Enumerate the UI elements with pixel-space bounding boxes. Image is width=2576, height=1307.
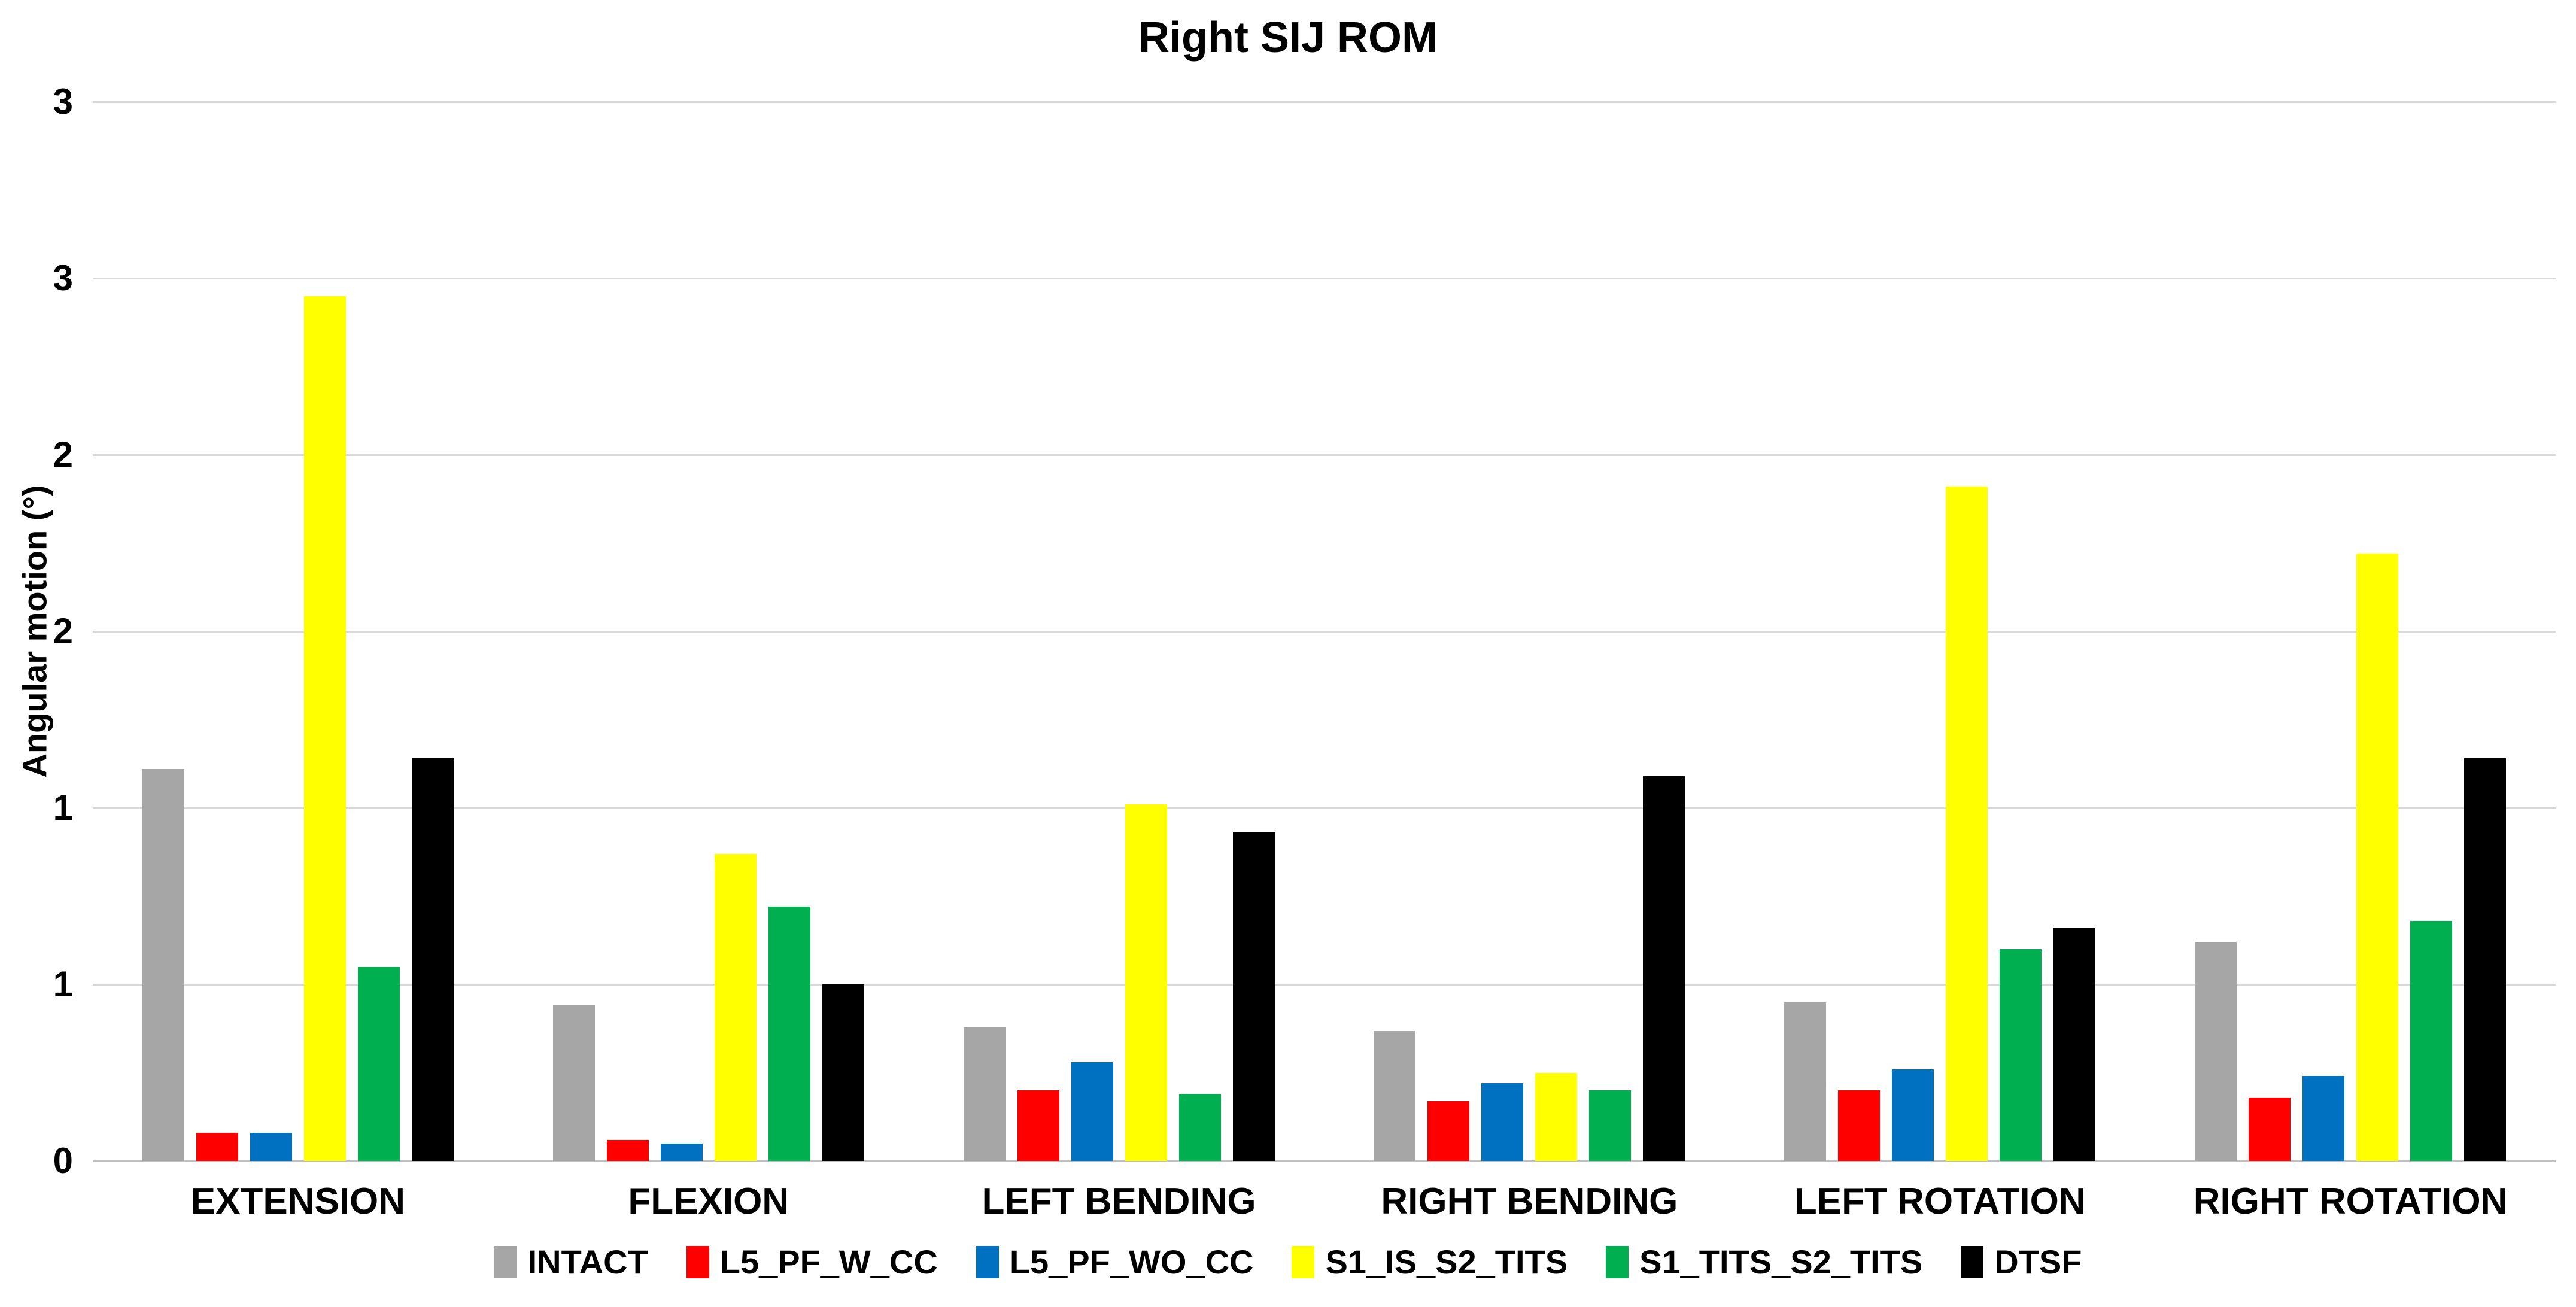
x-axis-label-left-rotation: LEFT ROTATION (1794, 1181, 2086, 1222)
bar-s1-tits-s2-tits-left-bending (1178, 1093, 1221, 1161)
legend-swatch-intact (494, 1245, 517, 1278)
plot-area (93, 101, 2556, 1162)
bar-l5-pf-w-cc-right-bending (1427, 1101, 1470, 1161)
bar-s1-tits-s2-tits-right-bending (1589, 1090, 1632, 1161)
x-axis-line (93, 1160, 2556, 1162)
bar-dtsf-left-rotation (2053, 928, 2096, 1161)
bar-l5-pf-w-cc-extension (196, 1132, 238, 1161)
bar-l5-pf-wo-cc-left-rotation (1892, 1069, 1934, 1161)
gridline (93, 101, 2556, 103)
y-tick-label: 3 (53, 258, 73, 298)
legend: INTACT L5_PF_W_CC L5_PF_WO_CC S1_IS_S2_TITS… (0, 1242, 2576, 1281)
bar-groups (93, 102, 2556, 1161)
legend-swatch-s1-tits-s2-tits (1606, 1245, 1629, 1278)
bar-group-left-rotation (1734, 102, 2145, 1161)
y-axis-tick-labels: 0 1 1 2 2 3 3 (0, 81, 73, 1181)
bar-dtsf-left-bending (1232, 832, 1275, 1161)
bar-intact-right-rotation (2195, 942, 2237, 1161)
chart-title: Right SIJ ROM (1138, 14, 1438, 62)
legend-swatch-dtsf (1961, 1245, 1984, 1278)
bar-intact-extension (142, 769, 184, 1161)
bar-l5-pf-w-cc-flexion (606, 1139, 649, 1161)
bar-group-extension (93, 102, 503, 1161)
bar-s1-is-s2-tits-right-rotation (2356, 554, 2399, 1161)
x-axis-category-labels: EXTENSION FLEXION LEFT BENDING RIGHT BENDIN… (93, 1180, 2556, 1223)
bar-dtsf-extension (411, 758, 454, 1161)
x-axis-label-extension: EXTENSION (190, 1181, 406, 1222)
bar-s1-tits-s2-tits-right-rotation (2410, 920, 2453, 1161)
bar-l5-pf-wo-cc-flexion (660, 1143, 703, 1161)
y-tick-label: 2 (53, 611, 73, 651)
y-tick-label: 2 (53, 434, 73, 475)
legend-label-l5-pf-wo-cc: L5_PF_WO_CC (1009, 1243, 1254, 1281)
y-tick-label: 3 (53, 81, 73, 121)
bar-l5-pf-wo-cc-extension (250, 1132, 292, 1161)
x-axis-label-right-rotation: RIGHT ROTATION (2193, 1181, 2508, 1222)
legend-item-l5-pf-w-cc: L5_PF_W_CC (686, 1242, 938, 1281)
bar-dtsf-right-rotation (2464, 758, 2507, 1161)
bar-l5-pf-wo-cc-right-bending (1481, 1083, 1524, 1161)
bar-intact-left-rotation (1784, 1002, 1827, 1161)
legend-label-s1-is-s2-tits: S1_IS_S2_TITS (1325, 1243, 1568, 1281)
gridline (93, 630, 2556, 633)
bar-s1-tits-s2-tits-extension (357, 966, 400, 1161)
y-tick-label: 1 (53, 964, 73, 1004)
legend-swatch-l5-pf-wo-cc (976, 1245, 999, 1278)
bar-dtsf-right-bending (1643, 776, 1685, 1161)
bar-l5-pf-w-cc-left-bending (1017, 1090, 1059, 1161)
y-tick-label: 1 (53, 788, 73, 828)
bar-s1-is-s2-tits-right-bending (1535, 1072, 1578, 1161)
bar-l5-pf-wo-cc-left-bending (1071, 1062, 1113, 1161)
gridline (93, 807, 2556, 809)
legend-item-l5-pf-wo-cc: L5_PF_WO_CC (976, 1242, 1254, 1281)
bar-dtsf-flexion (822, 984, 864, 1161)
bar-s1-tits-s2-tits-left-rotation (2000, 949, 2042, 1161)
bar-l5-pf-wo-cc-right-rotation (2302, 1076, 2345, 1161)
gridline (93, 454, 2556, 456)
bar-l5-pf-w-cc-left-rotation (1838, 1090, 1881, 1161)
gridline (93, 983, 2556, 986)
bar-group-flexion (503, 102, 914, 1161)
bar-s1-is-s2-tits-extension (303, 296, 346, 1161)
y-tick-label: 0 (53, 1141, 73, 1181)
legend-item-intact: INTACT (494, 1242, 648, 1281)
bar-l5-pf-w-cc-right-rotation (2249, 1097, 2291, 1161)
legend-label-dtsf: DTSF (1994, 1243, 2082, 1281)
x-axis-label-flexion: FLEXION (628, 1181, 789, 1222)
gridline (93, 277, 2556, 279)
x-axis-label-right-bending: RIGHT BENDING (1381, 1181, 1678, 1222)
legend-swatch-l5-pf-w-cc (686, 1245, 709, 1278)
bar-s1-is-s2-tits-left-bending (1125, 804, 1167, 1161)
legend-item-s1-tits-s2-tits: S1_TITS_S2_TITS (1606, 1242, 1922, 1281)
bar-group-right-rotation (2145, 102, 2556, 1161)
legend-label-s1-tits-s2-tits: S1_TITS_S2_TITS (1639, 1243, 1923, 1281)
bar-group-left-bending (914, 102, 1325, 1161)
bar-intact-right-bending (1374, 1030, 1416, 1161)
bar-intact-flexion (552, 1005, 595, 1161)
bar-s1-is-s2-tits-left-rotation (1946, 487, 1988, 1161)
legend-label-intact: INTACT (527, 1243, 648, 1281)
legend-swatch-s1-is-s2-tits (1292, 1245, 1315, 1278)
legend-label-l5-pf-w-cc: L5_PF_W_CC (719, 1243, 938, 1281)
bar-group-right-bending (1324, 102, 1734, 1161)
bar-s1-tits-s2-tits-flexion (768, 907, 810, 1161)
bar-intact-left-bending (963, 1026, 1006, 1161)
bar-s1-is-s2-tits-flexion (714, 853, 757, 1161)
legend-item-dtsf: DTSF (1961, 1242, 2082, 1281)
x-axis-label-left-bending: LEFT BENDING (982, 1181, 1256, 1222)
legend-item-s1-is-s2-tits: S1_IS_S2_TITS (1292, 1242, 1568, 1281)
